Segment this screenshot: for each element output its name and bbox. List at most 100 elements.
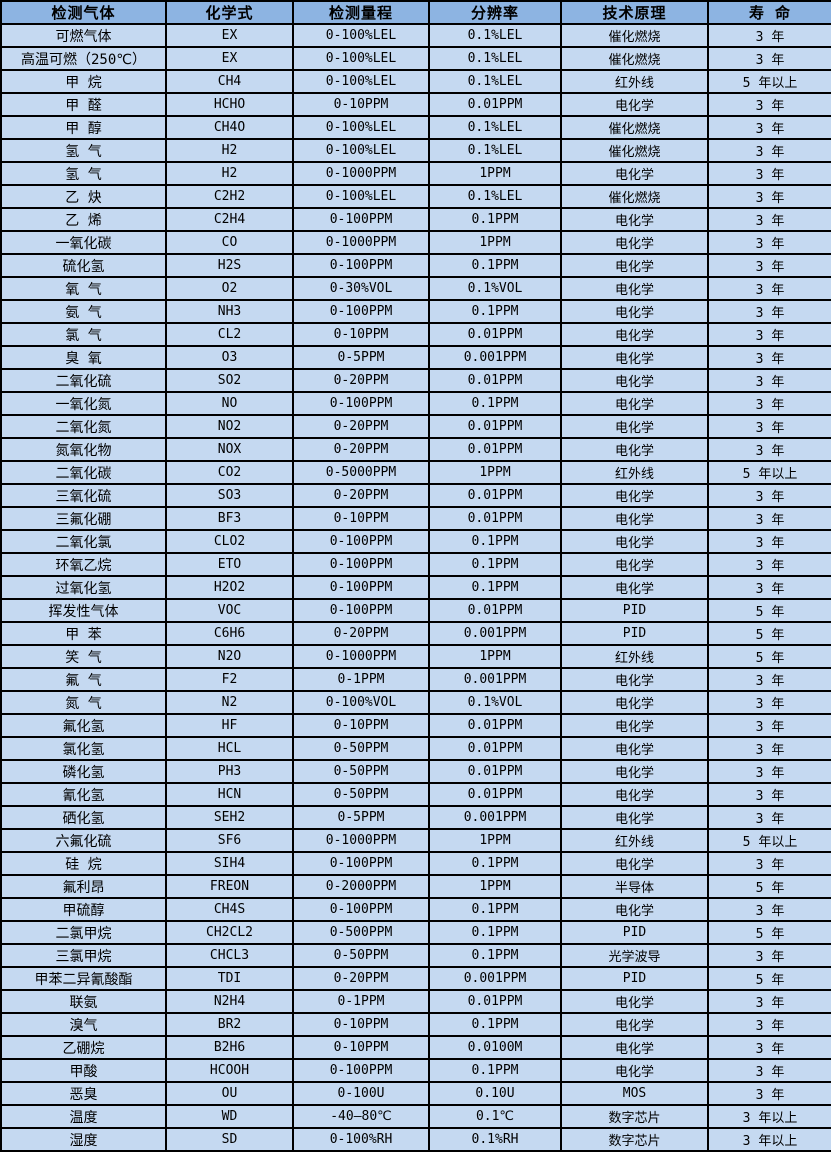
range-cell: 0-1PPM [292, 667, 430, 692]
formula-cell: PH3 [165, 759, 294, 784]
formula-cell: SO3 [165, 483, 294, 508]
principle-cell: 电化学 [560, 483, 709, 508]
principle-cell: 催化燃烧 [560, 46, 709, 71]
range-cell: 0-50PPM [292, 782, 430, 807]
formula-cell: OU [165, 1081, 294, 1106]
resolution-cell: 0.1PPM [428, 575, 562, 600]
principle-cell: 电化学 [560, 1012, 709, 1037]
gas-name-cell: 甲 烷 [0, 69, 167, 94]
principle-cell: 电化学 [560, 575, 709, 600]
resolution-cell: 0.01PPM [428, 92, 562, 117]
principle-cell: 半导体 [560, 874, 709, 899]
table-row: 六氟化硫 SF6 0-1000PPM 1PPM 红外线 5 年以上 [0, 828, 831, 853]
formula-cell: B2H6 [165, 1035, 294, 1060]
principle-cell: 电化学 [560, 667, 709, 692]
formula-cell: SIH4 [165, 851, 294, 876]
gas-name-cell: 高温可燃（250℃） [0, 46, 167, 71]
principle-cell: 电化学 [560, 1058, 709, 1083]
principle-cell: 红外线 [560, 828, 709, 853]
range-cell: 0-20PPM [292, 368, 430, 393]
range-cell: 0-100PPM [292, 598, 430, 623]
table-body: 可燃气体 EX 0-100%LEL 0.1%LEL 催化燃烧 3 年高温可燃（250℃） E… [0, 23, 831, 1152]
lifespan-cell: 3 年 [707, 851, 831, 876]
range-cell: 0-100PPM [292, 1058, 430, 1083]
gas-name-cell: 过氧化氢 [0, 575, 167, 600]
table-row: 可燃气体 EX 0-100%LEL 0.1%LEL 催化燃烧 3 年 [0, 23, 831, 48]
resolution-cell: 1PPM [428, 828, 562, 853]
formula-cell: F2 [165, 667, 294, 692]
resolution-cell: 0.01PPM [428, 414, 562, 439]
formula-cell: CH4S [165, 897, 294, 922]
principle-cell: 电化学 [560, 299, 709, 324]
table-row: 联氨 N2H4 0-1PPM 0.01PPM 电化学 3 年 [0, 989, 831, 1014]
resolution-cell: 0.1%LEL [428, 46, 562, 71]
gas-name-cell: 甲 醇 [0, 115, 167, 140]
table-row: 硒化氢 SEH2 0-5PPM 0.001PPM 电化学 3 年 [0, 805, 831, 830]
lifespan-cell: 3 年 [707, 414, 831, 439]
resolution-cell: 0.1%RH [428, 1127, 562, 1152]
table-row: 甲 醇 CH4O 0-100%LEL 0.1%LEL 催化燃烧 3 年 [0, 115, 831, 140]
range-cell: 0-1PPM [292, 989, 430, 1014]
gas-name-cell: 乙 烯 [0, 207, 167, 232]
lifespan-cell: 3 年 [707, 736, 831, 761]
gas-name-cell: 乙硼烷 [0, 1035, 167, 1060]
lifespan-cell: 3 年 [707, 667, 831, 692]
gas-name-cell: 一氧化碳 [0, 230, 167, 255]
lifespan-cell: 3 年 [707, 897, 831, 922]
table-row: 硫化氢 H2S 0-100PPM 0.1PPM 电化学 3 年 [0, 253, 831, 278]
table-row: 氯 气 CL2 0-10PPM 0.01PPM 电化学 3 年 [0, 322, 831, 347]
range-cell: 0-100PPM [292, 299, 430, 324]
lifespan-cell: 3 年 [707, 506, 831, 531]
gas-name-cell: 氟利昂 [0, 874, 167, 899]
range-cell: 0-100%LEL [292, 46, 430, 71]
gas-name-cell: 温度 [0, 1104, 167, 1129]
table-row: 一氧化碳 CO 0-1000PPM 1PPM 电化学 3 年 [0, 230, 831, 255]
principle-cell: 催化燃烧 [560, 138, 709, 163]
gas-name-cell: 甲 苯 [0, 621, 167, 646]
formula-cell: NH3 [165, 299, 294, 324]
table-row: 环氧乙烷 ETO 0-100PPM 0.1PPM 电化学 3 年 [0, 552, 831, 577]
resolution-cell: 0.01PPM [428, 713, 562, 738]
lifespan-cell: 3 年 [707, 322, 831, 347]
resolution-cell: 1PPM [428, 874, 562, 899]
gas-name-cell: 可燃气体 [0, 23, 167, 48]
table-row: 过氧化氢 H2O2 0-100PPM 0.1PPM 电化学 3 年 [0, 575, 831, 600]
lifespan-cell: 3 年 [707, 184, 831, 209]
range-cell: 0-100PPM [292, 897, 430, 922]
table-row: 二氯甲烷 CH2CL2 0-500PPM 0.1PPM PID 5 年 [0, 920, 831, 945]
lifespan-cell: 3 年 [707, 759, 831, 784]
resolution-cell: 0.01PPM [428, 759, 562, 784]
formula-cell: CH2CL2 [165, 920, 294, 945]
range-cell: 0-100%LEL [292, 138, 430, 163]
range-cell: 0-100PPM [292, 391, 430, 416]
gas-name-cell: 三氯甲烷 [0, 943, 167, 968]
range-cell: 0-100PPM [292, 253, 430, 278]
resolution-cell: 0.1PPM [428, 391, 562, 416]
gas-name-cell: 硅 烷 [0, 851, 167, 876]
header-principle: 技术原理 [560, 0, 709, 25]
table-row: 氟利昂 FREON 0-2000PPM 1PPM 半导体 5 年 [0, 874, 831, 899]
lifespan-cell: 3 年 [707, 483, 831, 508]
lifespan-cell: 3 年 [707, 1012, 831, 1037]
lifespan-cell: 3 年 [707, 529, 831, 554]
range-cell: -40—80℃ [292, 1104, 430, 1129]
table-row: 乙 炔 C2H2 0-100%LEL 0.1%LEL 催化燃烧 3 年 [0, 184, 831, 209]
table-row: 氯化氢 HCL 0-50PPM 0.01PPM 电化学 3 年 [0, 736, 831, 761]
lifespan-cell: 3 年以上 [707, 1127, 831, 1152]
principle-cell: 电化学 [560, 989, 709, 1014]
principle-cell: 电化学 [560, 368, 709, 393]
lifespan-cell: 3 年 [707, 368, 831, 393]
principle-cell: 电化学 [560, 506, 709, 531]
gas-name-cell: 氮氧化物 [0, 437, 167, 462]
principle-cell: 电化学 [560, 851, 709, 876]
table-row: 甲 苯 C6H6 0-20PPM 0.001PPM PID 5 年 [0, 621, 831, 646]
gas-name-cell: 联氨 [0, 989, 167, 1014]
formula-cell: N2O [165, 644, 294, 669]
lifespan-cell: 3 年 [707, 345, 831, 370]
lifespan-cell: 5 年 [707, 621, 831, 646]
gas-name-cell: 氟化氢 [0, 713, 167, 738]
formula-cell: NO [165, 391, 294, 416]
lifespan-cell: 3 年 [707, 552, 831, 577]
resolution-cell: 0.1%LEL [428, 115, 562, 140]
